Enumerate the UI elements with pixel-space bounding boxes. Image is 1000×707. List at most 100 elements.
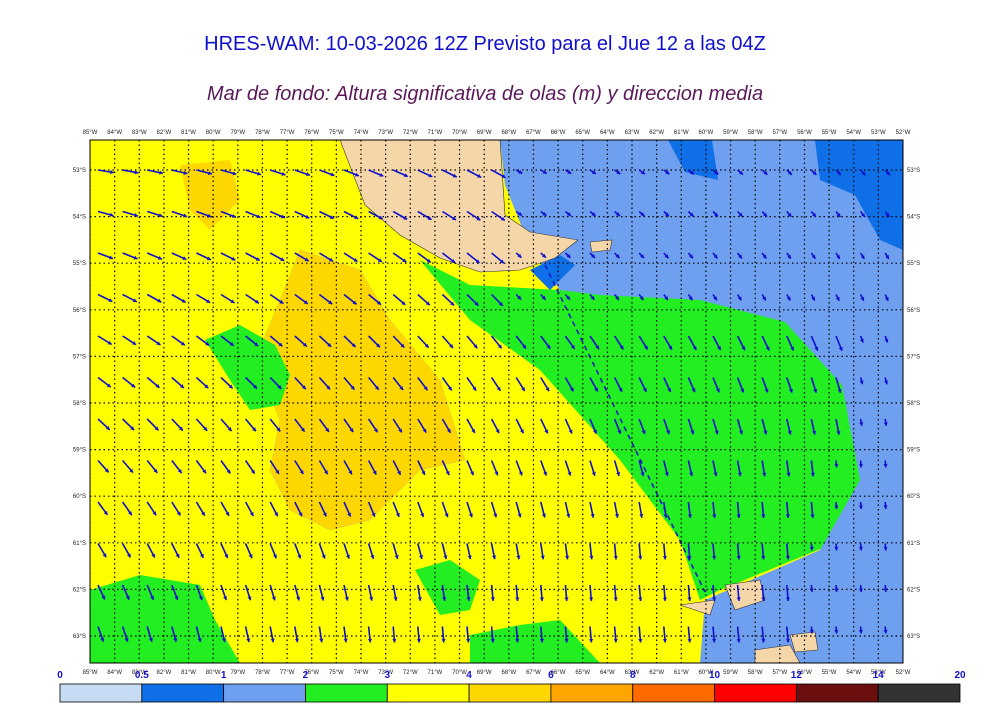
lon-label-bottom: 83°W bbox=[132, 670, 147, 676]
arrow-head bbox=[566, 295, 570, 300]
arrow-head bbox=[109, 255, 113, 260]
arrow-head bbox=[104, 468, 109, 473]
arrow-head bbox=[472, 386, 477, 391]
arrow-head bbox=[155, 383, 160, 388]
arrow-head bbox=[279, 299, 284, 304]
arrow-head bbox=[883, 546, 888, 551]
lat-label-left: 60°S bbox=[73, 494, 86, 500]
arrow-head bbox=[834, 505, 839, 509]
arrow-head bbox=[859, 380, 864, 385]
arrow-head bbox=[809, 629, 814, 634]
arrow-head bbox=[542, 211, 547, 216]
arrow-head bbox=[858, 629, 863, 634]
arrow-head bbox=[811, 254, 816, 259]
arrow-head bbox=[809, 546, 814, 551]
arrow-head bbox=[687, 555, 692, 560]
arrow-head bbox=[613, 638, 618, 643]
lon-label-bottom: 74°W bbox=[354, 670, 369, 676]
lat-label-left: 55°S bbox=[73, 261, 86, 267]
arrow-head bbox=[474, 301, 479, 306]
lon-label-bottom: 67°W bbox=[526, 670, 541, 676]
arrow-head bbox=[427, 216, 432, 220]
arrow-head bbox=[691, 388, 696, 393]
arrow-head bbox=[330, 172, 335, 177]
arrow-head bbox=[640, 170, 645, 175]
arrow-head bbox=[665, 170, 670, 175]
arrow-head bbox=[403, 215, 408, 220]
arrow-head bbox=[225, 511, 230, 516]
lon-label-bottom: 79°W bbox=[230, 670, 245, 676]
arrow-head bbox=[712, 555, 717, 560]
arrow-head bbox=[543, 471, 548, 476]
map-area bbox=[90, 140, 903, 663]
arrow-head bbox=[785, 514, 790, 518]
arrow-head bbox=[859, 422, 864, 426]
arrow-head bbox=[787, 212, 792, 217]
arrow-head bbox=[174, 595, 179, 600]
arrow-head bbox=[712, 638, 717, 643]
arrow-head bbox=[712, 597, 717, 601]
lat-label-left: 59°S bbox=[73, 448, 86, 454]
arrow-head bbox=[813, 388, 818, 393]
lon-label-top: 52°W bbox=[896, 130, 911, 136]
arrow-head bbox=[277, 385, 282, 389]
legend-label: 4 bbox=[466, 670, 472, 681]
arrow-head bbox=[223, 596, 228, 601]
arrow-head bbox=[302, 342, 307, 347]
arrow-head bbox=[376, 343, 380, 348]
arrow-head bbox=[713, 472, 718, 477]
arrow-head bbox=[738, 212, 743, 217]
arrow-head bbox=[736, 638, 741, 643]
arrow-head bbox=[422, 428, 427, 433]
arrow-head bbox=[379, 172, 384, 177]
lon-label-top: 82°W bbox=[157, 130, 172, 136]
arrow-head bbox=[490, 638, 495, 643]
arrow-head bbox=[450, 301, 455, 306]
arrow-head bbox=[639, 296, 644, 301]
arrow-head bbox=[128, 511, 132, 516]
lat-label-right: 53°S bbox=[907, 168, 920, 174]
arrow-head bbox=[468, 513, 473, 518]
lon-label-bottom: 78°W bbox=[255, 670, 270, 676]
arrow-head bbox=[208, 171, 212, 176]
legend-swatch bbox=[468, 683, 552, 703]
arrow-head bbox=[102, 553, 107, 558]
lat-label-left: 54°S bbox=[73, 215, 86, 221]
lat-label-left: 57°S bbox=[73, 354, 86, 360]
arrow-head bbox=[416, 638, 421, 643]
arrow-head bbox=[613, 597, 618, 601]
lon-label-bottom: 73°W bbox=[378, 670, 393, 676]
lon-label-bottom: 69°W bbox=[477, 670, 492, 676]
arrow-head bbox=[301, 385, 306, 390]
arrow-head bbox=[567, 471, 572, 476]
arrow-head bbox=[812, 212, 816, 217]
lon-label-bottom: 76°W bbox=[304, 670, 319, 676]
lon-label-top: 78°W bbox=[255, 130, 270, 136]
arrow-head bbox=[420, 513, 425, 517]
arrow-head bbox=[297, 554, 302, 559]
lon-label-bottom: 56°W bbox=[797, 670, 812, 676]
arrow-head bbox=[348, 470, 353, 475]
arrow-head bbox=[837, 171, 841, 176]
arrow-head bbox=[256, 214, 261, 219]
arrow-head bbox=[173, 638, 178, 642]
arrow-head bbox=[883, 422, 888, 426]
arrow-head bbox=[354, 172, 359, 177]
lon-label-top: 68°W bbox=[501, 130, 516, 136]
lat-label-right: 55°S bbox=[907, 261, 920, 267]
arrow-head bbox=[569, 387, 574, 392]
lon-label-top: 76°W bbox=[304, 130, 319, 136]
arrow-head bbox=[251, 469, 255, 474]
legend-label: 0.5 bbox=[135, 670, 149, 681]
arrow-head bbox=[344, 596, 349, 601]
lat-label-right: 62°S bbox=[907, 587, 920, 593]
arrow-head bbox=[736, 555, 741, 560]
arrow-head bbox=[540, 555, 545, 560]
arrow-head bbox=[810, 472, 815, 477]
arrow-head bbox=[394, 555, 399, 559]
arrow-head bbox=[790, 346, 794, 351]
lon-label-bottom: 68°W bbox=[501, 670, 516, 676]
arrow-head bbox=[594, 387, 598, 392]
arrow-head bbox=[715, 388, 720, 393]
arrow-head bbox=[107, 340, 112, 345]
